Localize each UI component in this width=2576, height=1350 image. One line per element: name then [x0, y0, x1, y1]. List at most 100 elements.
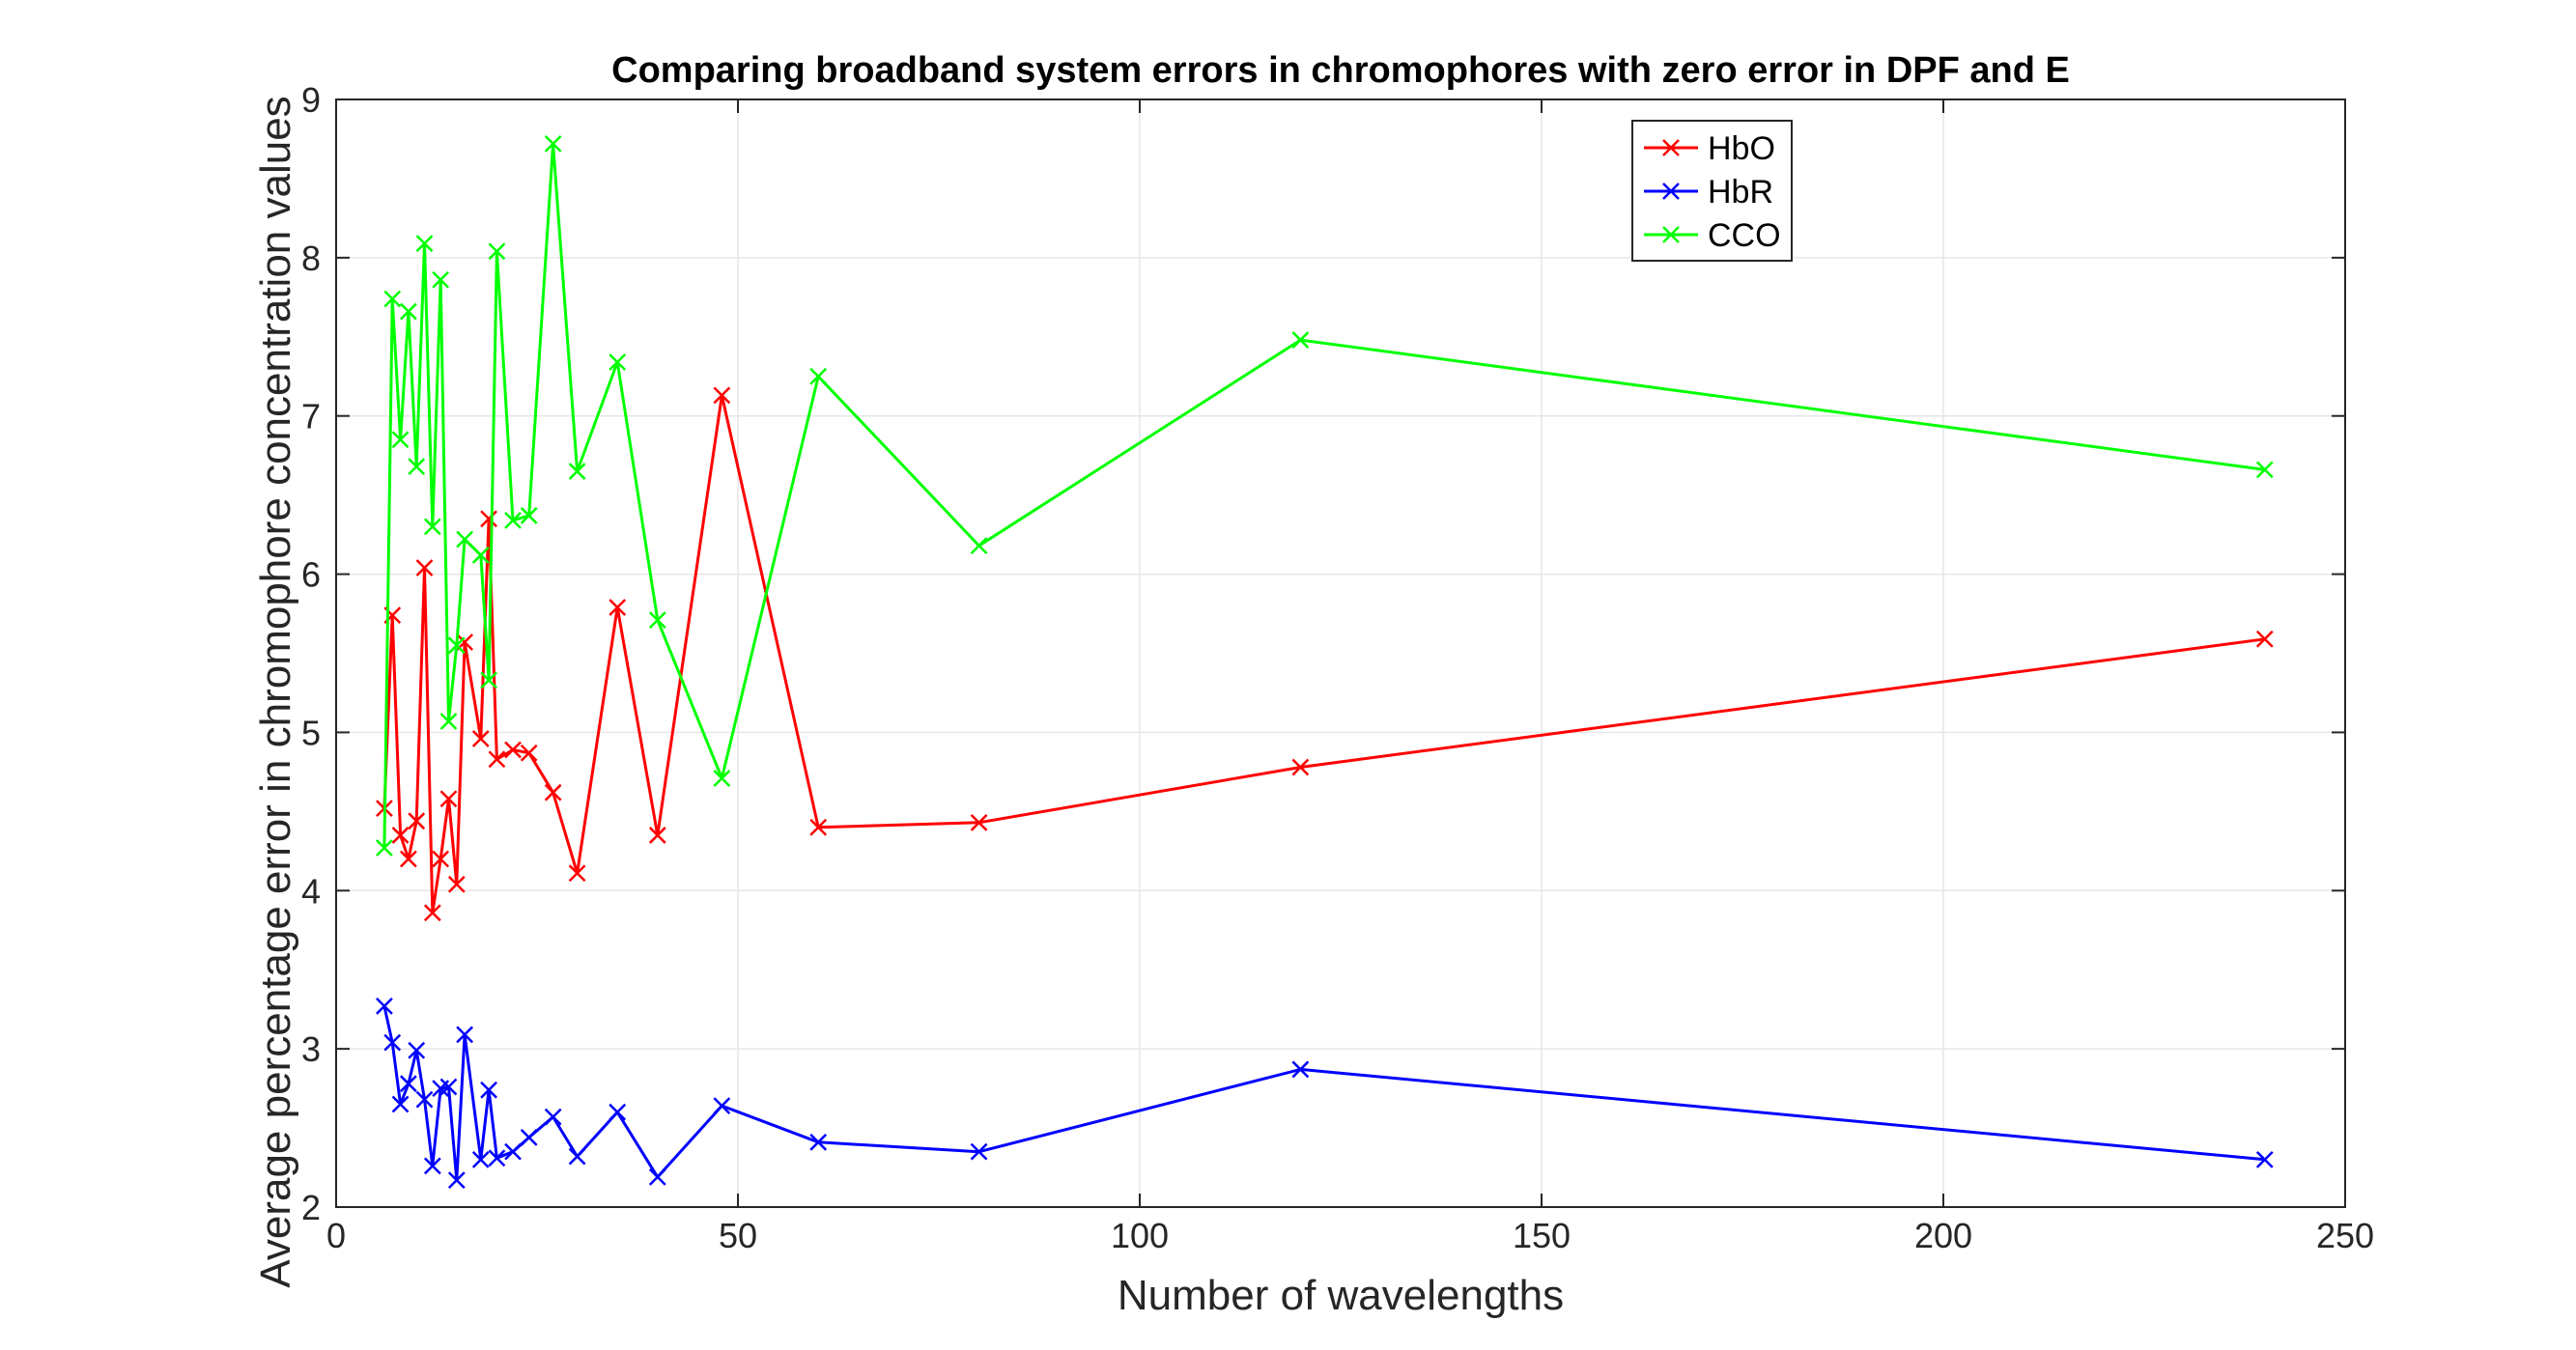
data-point-hbr	[713, 1097, 731, 1115]
data-point-cco	[713, 770, 731, 787]
y-tick-label: 6	[301, 555, 321, 595]
data-point-hbr	[399, 1075, 417, 1093]
data-point-cco	[447, 636, 466, 655]
data-point-hbo	[488, 750, 506, 769]
data-point-hbr	[383, 1033, 402, 1052]
data-point-hbo	[504, 741, 522, 759]
data-point-hbr	[568, 1147, 586, 1166]
data-point-hbr	[471, 1150, 490, 1168]
y-tick-label: 2	[301, 1188, 321, 1227]
data-point-cco	[383, 290, 402, 308]
legend: HbO HbR CCO	[1631, 120, 1793, 262]
legend-item-hbr: HbR	[1644, 174, 1773, 211]
x-tick-label: 250	[2316, 1216, 2374, 1255]
data-point-cco	[423, 518, 441, 536]
data-point-cco	[439, 713, 458, 730]
data-point-hbo	[408, 812, 426, 830]
y-tick-label: 7	[301, 397, 321, 436]
y-tick-label: 9	[301, 80, 321, 120]
data-point-cco	[648, 611, 666, 629]
data-point-hbo	[439, 790, 458, 808]
data-point-hbo	[713, 386, 731, 405]
data-point-cco	[408, 458, 426, 476]
x-tick-label: 150	[1513, 1216, 1571, 1255]
data-point-hbr	[609, 1103, 627, 1121]
data-point-hbr	[488, 1149, 506, 1167]
y-tick-label: 5	[301, 713, 321, 752]
data-point-hbr	[391, 1095, 410, 1113]
data-point-cco	[415, 235, 434, 252]
data-point-hbr	[408, 1041, 426, 1059]
data-point-hbr	[456, 1026, 474, 1044]
data-point-hbo	[809, 818, 828, 836]
data-point-hbr	[376, 998, 393, 1015]
data-point-hbr	[544, 1108, 562, 1126]
chart-title: Comparing broadband system errors in chr…	[611, 50, 2070, 91]
data-point-hbo	[391, 827, 410, 844]
data-point-hbr	[2255, 1150, 2274, 1168]
data-point-hbo	[415, 559, 434, 577]
data-point-hbo	[2255, 630, 2274, 648]
data-point-hbo	[648, 827, 666, 844]
axes-box	[336, 99, 2345, 1207]
data-point-hbo	[1291, 758, 1310, 776]
legend-label-cco: CCO	[1708, 217, 1781, 254]
legend-item-hbo: HbO	[1644, 130, 1775, 167]
series-hbr	[376, 998, 2274, 1190]
data-point-hbr	[439, 1078, 458, 1096]
data-point-hbo	[399, 850, 417, 868]
axes-border	[335, 98, 2346, 1208]
data-point-hbo	[970, 813, 988, 831]
x-tick-label: 50	[719, 1216, 757, 1255]
data-point-hbo	[447, 875, 466, 893]
plot-area	[335, 98, 2346, 1208]
data-point-cco	[480, 671, 497, 689]
x-axis-label: Number of wavelengths	[1118, 1272, 1564, 1319]
legend-marker-cco	[1662, 226, 1680, 243]
data-point-cco	[520, 507, 538, 524]
data-point-hbr	[648, 1167, 666, 1186]
x-tick-label: 0	[326, 1216, 346, 1255]
y-tick-label: 4	[301, 871, 321, 911]
data-point-cco	[2255, 461, 2274, 479]
data-point-hbo	[423, 904, 441, 922]
data-point-hbo	[544, 783, 562, 802]
data-point-cco	[1291, 331, 1310, 349]
data-point-cco	[488, 242, 506, 261]
data-point-hbr	[480, 1081, 497, 1099]
data-point-hbo	[480, 510, 497, 528]
series-cco	[376, 134, 2274, 857]
data-point-hbr	[809, 1133, 828, 1151]
data-point-cco	[456, 530, 474, 548]
legend-label-hbo: HbO	[1708, 130, 1775, 167]
tick-labels: 0 50 100 150 200 250 2 3 4 5 6 7 8 9	[301, 80, 2374, 1255]
data-point-hbr	[1291, 1060, 1310, 1079]
y-tick-label: 3	[301, 1029, 321, 1069]
data-point-hbr	[970, 1142, 988, 1161]
legend-marker-hbo	[1662, 139, 1680, 156]
data-point-hbo	[471, 730, 490, 747]
data-point-cco	[471, 547, 490, 564]
legend-item-cco: CCO	[1644, 217, 1781, 254]
x-tick-label: 100	[1111, 1216, 1169, 1255]
y-tick-label: 8	[301, 239, 321, 278]
data-point-hbo	[568, 864, 586, 883]
data-point-cco	[809, 367, 828, 385]
legend-label-hbr: HbR	[1708, 174, 1773, 211]
data-point-hbr	[520, 1129, 538, 1146]
data-point-cco	[568, 463, 586, 480]
data-point-cco	[504, 511, 522, 529]
data-point-cco	[391, 431, 410, 449]
data-point-hbr	[504, 1142, 522, 1161]
x-tick-label: 200	[1914, 1216, 1972, 1255]
y-axis-label: Average percentage error in chromophore …	[252, 96, 299, 1287]
data-point-cco	[399, 302, 417, 321]
data-point-hbr	[423, 1157, 441, 1175]
data-point-cco	[432, 270, 450, 289]
data-point-cco	[544, 134, 562, 153]
data-point-hbo	[432, 850, 450, 868]
data-point-hbo	[520, 744, 538, 762]
data-point-cco	[376, 839, 393, 857]
data-point-cco	[609, 353, 627, 371]
